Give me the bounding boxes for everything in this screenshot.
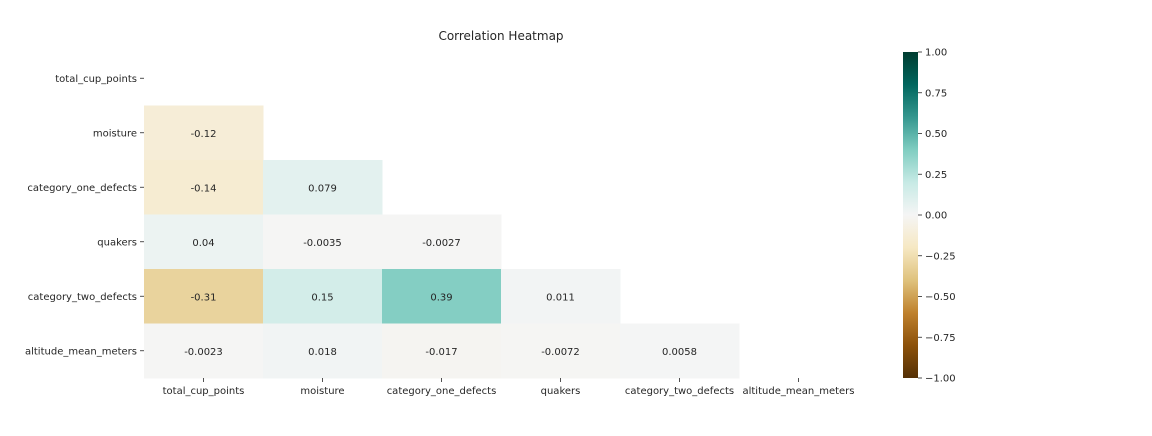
colorbar-tick-label: −0.50 [925, 292, 956, 303]
x-tick-label: category_two_defects [625, 386, 734, 397]
heatmap-cell-label: -0.31 [191, 292, 217, 303]
heatmap-cell-rect [382, 214, 502, 270]
heatmap-cell: 0.079 [263, 160, 383, 215]
heatmap-cell-label: 0.0058 [662, 347, 697, 358]
heatmap-cell: -0.12 [144, 105, 264, 161]
heatmap-cell: 0.15 [263, 269, 383, 324]
colorbar-tick-label: 0.75 [925, 88, 947, 99]
x-tick-label: total_cup_points [163, 386, 245, 397]
colorbar-gradient [903, 52, 918, 378]
heatmap-cells: -0.12 -0.14 0.079 0.04 -0.0035 -0.0027 -0.31 0.… [144, 105, 740, 379]
heatmap-cell-rect [144, 160, 264, 215]
y-tick-label: total_cup_points [55, 74, 137, 85]
heatmap-cell-rect [144, 323, 264, 379]
chart-title: Correlation Heatmap [438, 29, 563, 43]
colorbar-tick-label: −0.75 [925, 333, 956, 344]
x-tick-label: altitude_mean_meters [742, 386, 854, 397]
heatmap-cell: -0.0072 [501, 323, 621, 379]
heatmap-cell-rect [382, 323, 502, 379]
heatmap-cell-rect [144, 269, 264, 324]
heatmap-cell-label: 0.04 [192, 238, 214, 249]
heatmap-cell-label: -0.0072 [541, 347, 580, 358]
y-tick-label: category_one_defects [27, 183, 137, 194]
heatmap-cell-rect [144, 214, 264, 270]
heatmap-cell: -0.0035 [263, 214, 383, 270]
heatmap-cell-rect [382, 269, 502, 324]
colorbar-tick-label: −0.25 [925, 251, 956, 262]
y-tick-label: category_two_defects [28, 292, 137, 303]
heatmap-cell-label: -0.0035 [303, 238, 342, 249]
heatmap-cell-rect [620, 323, 740, 379]
heatmap-cell: -0.31 [144, 269, 264, 324]
colorbar-tick-label: −1.00 [925, 374, 956, 385]
x-tick-label: moisture [300, 386, 344, 397]
heatmap-cell: 0.39 [382, 269, 502, 324]
heatmap-cell-label: 0.018 [308, 347, 337, 358]
y-tick-label: moisture [93, 128, 137, 139]
heatmap-cell-label: -0.0027 [422, 238, 461, 249]
heatmap-cell-rect [263, 160, 383, 215]
heatmap-cell: 0.0058 [620, 323, 740, 379]
colorbar-tick-label: 0.50 [925, 129, 947, 140]
heatmap-cell-label: 0.39 [430, 292, 452, 303]
colorbar-tick-label: 0.25 [925, 170, 947, 181]
y-tick-label: altitude_mean_meters [25, 346, 137, 357]
heatmap-cell-label: 0.15 [311, 292, 333, 303]
heatmap-cell: -0.0027 [382, 214, 502, 270]
colorbar-tick-label: 0.00 [925, 211, 947, 222]
y-tick-label: quakers [97, 237, 137, 248]
heatmap-cell-rect [263, 214, 383, 270]
heatmap-cell: 0.04 [144, 214, 264, 270]
y-axis-ticks: total_cup_points moisture category_one_def… [25, 74, 144, 357]
heatmap-cell-label: 0.011 [546, 292, 575, 303]
heatmap-cell: 0.011 [501, 269, 621, 324]
x-tick-label: quakers [541, 386, 581, 397]
heatmap-cell-label: -0.017 [425, 347, 457, 358]
colorbar: −1.00 −0.75 −0.50 −0.25 0.00 0.25 0.50 0.75 1.00 [903, 48, 956, 385]
heatmap-cell: -0.0023 [144, 323, 264, 379]
heatmap-cell-rect [144, 105, 264, 161]
heatmap-cell-rect [263, 269, 383, 324]
x-axis-ticks: total_cup_points moisture category_one_def… [163, 378, 855, 397]
heatmap-cell: -0.14 [144, 160, 264, 215]
heatmap-cell-label: -0.14 [191, 183, 217, 194]
heatmap-cell-rect [501, 269, 621, 324]
heatmap-cell: 0.018 [263, 323, 383, 379]
heatmap-cell-label: 0.079 [308, 183, 337, 194]
heatmap-cell-label: -0.0023 [184, 347, 223, 358]
heatmap-cell-rect [501, 323, 621, 379]
heatmap-cell: -0.017 [382, 323, 502, 379]
x-tick-label: category_one_defects [387, 386, 497, 397]
heatmap-cell-rect [263, 323, 383, 379]
colorbar-tick-label: 1.00 [925, 48, 947, 59]
heatmap-cell-label: -0.12 [191, 129, 217, 140]
